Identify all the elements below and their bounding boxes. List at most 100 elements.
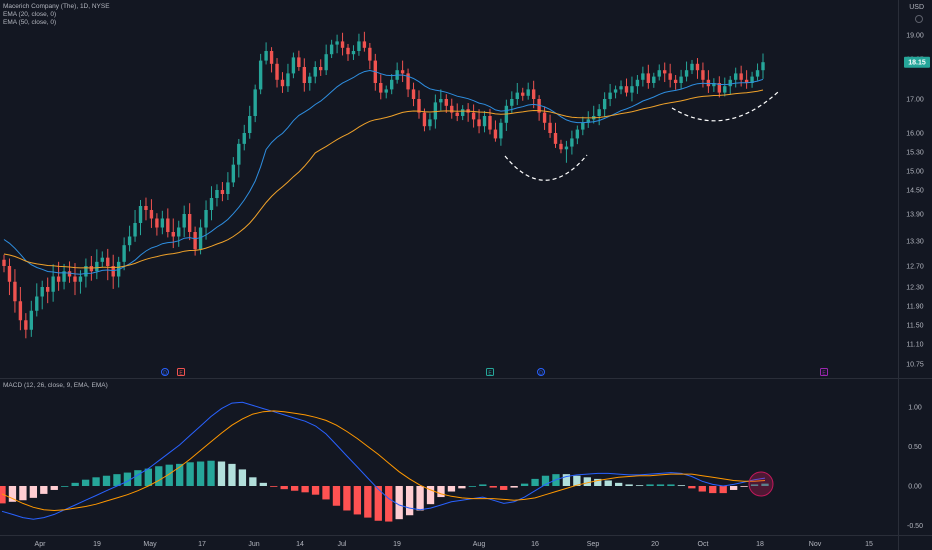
time-label: 14 (296, 541, 304, 548)
candle-body (439, 99, 443, 103)
histogram-bar (395, 486, 403, 520)
time-label: Apr (35, 541, 47, 548)
histogram-bar (186, 462, 194, 486)
histogram-bar (81, 479, 90, 486)
ema20-line (3, 69, 764, 275)
candle-body (198, 227, 203, 250)
candle-body (291, 57, 296, 74)
histogram-bar (61, 486, 69, 487)
event-marker-earnings (486, 368, 494, 376)
candle-body (460, 109, 465, 116)
ema20-legend: EMA (20, close, 0) (3, 11, 57, 18)
pattern-arc-right (671, 91, 779, 122)
candle-body (89, 266, 94, 272)
candle-body (400, 70, 405, 74)
candle-body (209, 198, 214, 210)
signal-line (1, 410, 766, 512)
price-tick-label: 13.90 (906, 212, 924, 219)
histogram-bar (677, 485, 686, 487)
candle-body (389, 79, 394, 90)
histogram-bar (740, 486, 748, 487)
histogram-bar (646, 484, 654, 486)
candle-body (18, 301, 23, 321)
histogram-bar (238, 469, 247, 486)
histogram-bar (8, 486, 17, 502)
candle-body (182, 214, 186, 228)
price-tick-label: 13.30 (906, 239, 924, 246)
candle-body (160, 218, 165, 228)
histogram-bar (541, 475, 550, 486)
price-tick-label: 10.75 (906, 362, 924, 369)
candle-body (548, 122, 552, 133)
candle-body (734, 73, 738, 80)
candle-body (739, 73, 743, 80)
candle-body (673, 79, 678, 83)
price-tick-label: 11.90 (907, 304, 924, 311)
macd-tick-label: 0.50 (908, 444, 922, 451)
candle-body (297, 57, 301, 67)
histogram-bar (468, 486, 477, 487)
candle-body (106, 257, 110, 266)
histogram-bar (144, 468, 152, 486)
time-label: Sep (587, 541, 600, 548)
macd-axis-ticks: 1.00 0.50 0.00 -0.50 (907, 405, 923, 531)
candle-body (570, 138, 574, 147)
candle-body (477, 119, 481, 127)
candle-body (564, 146, 569, 150)
price-tick-label: 16.00 (906, 131, 924, 138)
histogram-bar (155, 466, 163, 486)
candle-body (411, 89, 416, 99)
candle-body (728, 79, 732, 87)
candle-body (613, 89, 618, 93)
macd-tick-label: -0.50 (907, 523, 923, 530)
candle-body (24, 320, 28, 330)
macd-tick-label: 0.00 (908, 484, 922, 491)
candle-body (127, 236, 132, 246)
candle-body (302, 67, 307, 83)
candle-body (619, 86, 623, 90)
histogram-bar (573, 475, 581, 486)
histogram-bar (207, 460, 215, 486)
histogram-bar (635, 485, 644, 487)
candle-body (635, 79, 640, 87)
price-tick-label: 19.00 (906, 33, 924, 40)
candle-body (695, 63, 700, 71)
candle-body (471, 112, 476, 120)
candle-body (56, 276, 61, 282)
candle-body (646, 73, 651, 83)
candle-body (269, 51, 274, 64)
time-label: Aug (473, 541, 486, 548)
histogram-bar (40, 486, 48, 494)
time-label: Oct (698, 541, 709, 548)
candle-body (346, 47, 350, 55)
candle-body (319, 67, 323, 71)
histogram-bar (217, 461, 226, 486)
candle-body (220, 190, 225, 194)
candle-body (204, 210, 208, 228)
candle-body (510, 99, 514, 106)
event-marker-dividend (161, 368, 169, 376)
candle-body (417, 99, 421, 113)
candle-body (493, 129, 498, 139)
histogram-bar (332, 486, 341, 506)
candle-body (602, 99, 607, 110)
event-marker-label: D (539, 370, 543, 376)
candle-body (379, 83, 383, 93)
time-label: 19 (393, 541, 401, 548)
histogram-bar (71, 482, 79, 486)
candle-body (242, 133, 246, 144)
candle-body (668, 73, 672, 80)
candle-body (531, 89, 536, 99)
price-tick-label: 15.30 (906, 150, 924, 157)
candle-body (29, 310, 33, 330)
histogram-bar (259, 482, 267, 486)
candle-body (542, 112, 547, 123)
candle-body (149, 210, 154, 219)
candle-body (40, 287, 44, 297)
histogram-bar (510, 486, 518, 488)
candle-body (73, 276, 77, 282)
gear-icon[interactable] (915, 15, 923, 23)
candle-body (13, 281, 17, 302)
histogram-bar (667, 484, 675, 486)
